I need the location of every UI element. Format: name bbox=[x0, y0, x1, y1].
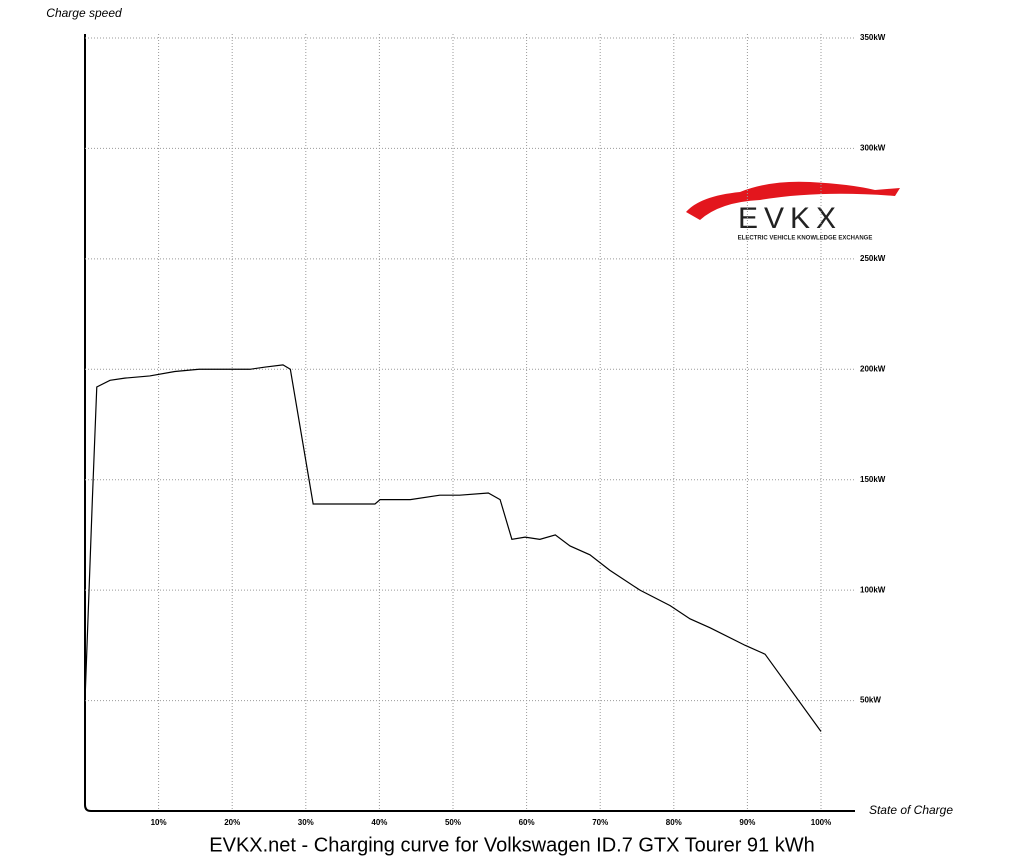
chart-title: EVKX.net - Charging curve for Volkswagen… bbox=[209, 834, 814, 856]
y-tick-label: 150kW bbox=[860, 475, 886, 484]
y-tick-label: 300kW bbox=[860, 144, 886, 153]
x-axis-label: State of Charge bbox=[869, 803, 953, 817]
logo-tagline: ELECTRIC VEHICLE KNOWLEDGE EXCHANGE bbox=[738, 236, 873, 242]
x-axis bbox=[84, 804, 855, 812]
logo: EVKX ELECTRIC VEHICLE KNOWLEDGE EXCHANGE bbox=[686, 181, 900, 242]
y-tick-label: 350kW bbox=[860, 33, 886, 42]
charging-curve bbox=[84, 364, 822, 732]
y-tick-label: 250kW bbox=[860, 254, 886, 263]
x-tick-label: 60% bbox=[519, 818, 535, 827]
y-tick-label: 200kW bbox=[860, 364, 886, 373]
x-tick-label: 20% bbox=[224, 818, 240, 827]
x-tick-label: 30% bbox=[298, 818, 314, 827]
x-tick-label: 90% bbox=[739, 818, 755, 827]
x-tick-label: 10% bbox=[151, 818, 167, 827]
logo-text: EVKX bbox=[738, 202, 842, 235]
y-axis-label: Charge speed bbox=[46, 6, 122, 20]
y-tick-label: 50kW bbox=[860, 696, 881, 705]
x-tick-label: 50% bbox=[445, 818, 461, 827]
logo-car bbox=[686, 181, 900, 220]
y-tick-label: 100kW bbox=[860, 585, 886, 594]
x-tick-label: 70% bbox=[592, 818, 608, 827]
x-tick-label: 100% bbox=[811, 818, 831, 827]
x-tick-label: 40% bbox=[371, 818, 387, 827]
x-tick-label: 80% bbox=[666, 818, 682, 827]
